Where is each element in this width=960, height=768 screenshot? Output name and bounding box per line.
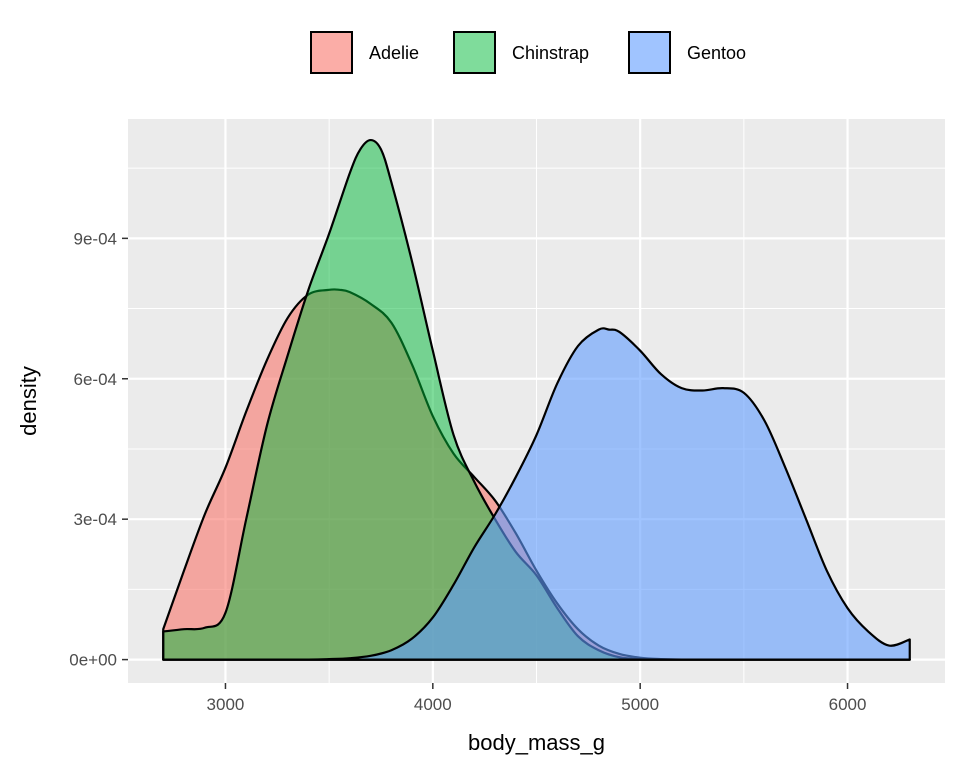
legend-swatch xyxy=(628,31,671,74)
legend-item-chinstrap: Chinstrap xyxy=(453,31,589,74)
y-tick-label: 3e-04 xyxy=(74,510,117,529)
legend-swatch xyxy=(453,31,496,74)
legend-label: Adelie xyxy=(369,43,419,63)
y-tick-label: 6e-04 xyxy=(74,370,117,389)
legend-label: Chinstrap xyxy=(512,43,589,63)
x-axis: 3000 4000 5000 6000 xyxy=(207,683,867,714)
legend-swatch xyxy=(310,31,353,74)
legend-item-gentoo: Gentoo xyxy=(628,31,746,74)
y-axis: 0e+00 3e-04 6e-04 9e-04 xyxy=(69,229,128,670)
y-tick-label: 9e-04 xyxy=(74,229,117,248)
legend-item-adelie: Adelie xyxy=(310,31,419,74)
legend: Adelie Chinstrap Gentoo xyxy=(310,31,746,74)
x-tick-label: 3000 xyxy=(207,695,245,714)
x-axis-title: body_mass_g xyxy=(468,730,605,755)
y-axis-title: density xyxy=(16,366,41,436)
density-area-gentoo xyxy=(162,327,911,661)
x-tick-label: 6000 xyxy=(829,695,867,714)
density-areas xyxy=(162,138,911,661)
x-tick-label: 5000 xyxy=(621,695,659,714)
y-tick-label: 0e+00 xyxy=(69,651,117,670)
x-tick-label: 4000 xyxy=(414,695,452,714)
legend-label: Gentoo xyxy=(687,43,746,63)
